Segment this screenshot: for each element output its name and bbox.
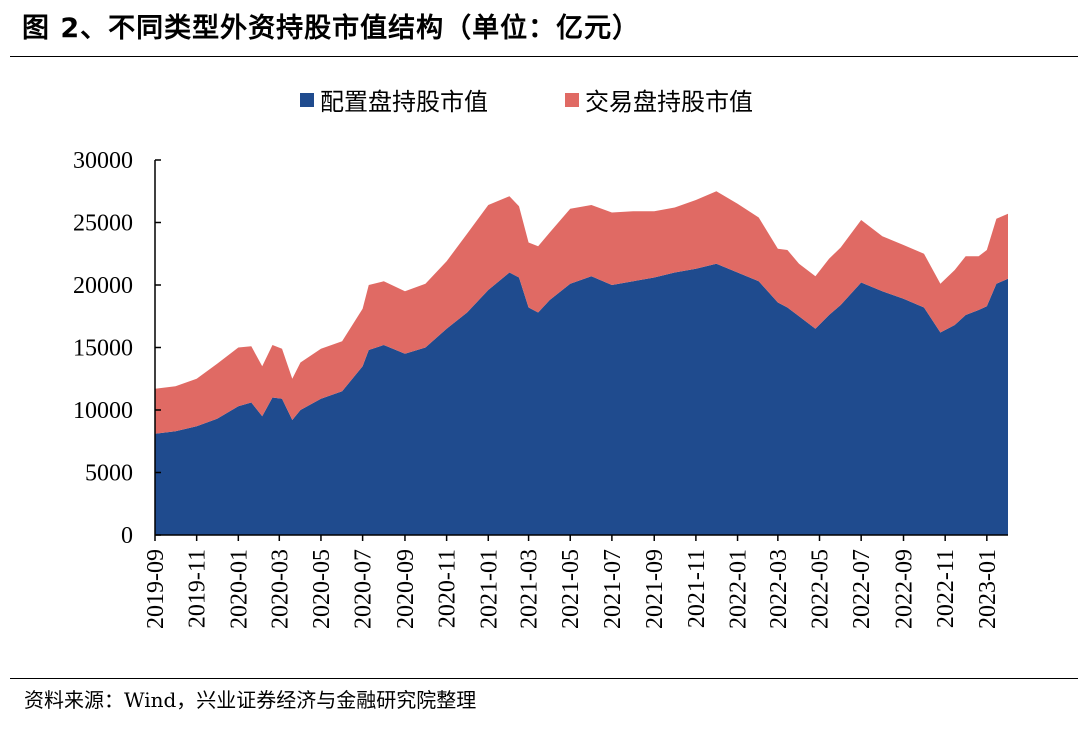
y-tick-label: 10000 xyxy=(73,398,133,424)
x-tick-label: 2020-07 xyxy=(351,549,377,629)
legend-swatch-2 xyxy=(565,93,579,107)
figure-title: 图 2、不同类型外资持股市值结构（单位：亿元） xyxy=(22,13,641,44)
x-tick-label: 2020-09 xyxy=(393,549,419,629)
y-tick-label: 30000 xyxy=(73,148,133,174)
x-tick-label: 2022-05 xyxy=(808,549,834,629)
stacked-area-chart: 0 5000 10000 15000 20000 25000 30000 2019-09 201… xyxy=(73,88,1008,629)
x-tick-label: 2022-11 xyxy=(933,549,959,628)
y-tick-label: 25000 xyxy=(73,211,133,237)
x-tick-label: 2022-07 xyxy=(849,549,875,629)
chart-axes: 0 5000 10000 15000 20000 25000 30000 2019-09 201… xyxy=(73,148,1008,629)
x-tick-label: 2021-09 xyxy=(642,549,668,629)
bottom-rule xyxy=(10,678,1078,679)
x-tick-label: 2021-03 xyxy=(517,549,543,629)
x-tick-label: 2020-03 xyxy=(267,549,293,629)
x-tick-label: 2020-11 xyxy=(435,549,461,628)
y-tick-label: 5000 xyxy=(85,461,133,487)
area-series-1 xyxy=(155,263,1008,535)
y-tick-label: 0 xyxy=(121,523,133,549)
chart-legend: 配置盘持股市值 交易盘持股市值 xyxy=(300,88,753,116)
x-tick-label: 2019-11 xyxy=(185,549,211,628)
x-tick-label: 2023-01 xyxy=(975,549,1001,629)
y-tick-label: 20000 xyxy=(73,273,133,299)
x-tick-label: 2022-09 xyxy=(892,549,918,629)
x-tick-label: 2021-11 xyxy=(684,549,710,628)
x-tick-label: 2022-01 xyxy=(726,549,752,629)
x-tick-label: 2020-05 xyxy=(309,549,335,629)
legend-label-1: 配置盘持股市值 xyxy=(320,88,488,116)
x-tick-label: 2022-03 xyxy=(766,549,792,629)
y-tick-label: 15000 xyxy=(73,336,133,362)
area-series-2 xyxy=(155,191,1008,434)
x-tick-label: 2020-01 xyxy=(226,549,252,629)
top-rule xyxy=(10,56,1078,57)
chart-areas xyxy=(155,191,1008,535)
legend-swatch-1 xyxy=(300,93,314,107)
x-tick-label: 2021-01 xyxy=(476,549,502,629)
x-tick-label: 2019-09 xyxy=(143,549,169,629)
x-tick-label: 2021-05 xyxy=(558,549,584,629)
source-note: 资料来源：Wind，兴业证券经济与金融研究院整理 xyxy=(24,688,477,712)
x-tick-label: 2021-07 xyxy=(600,549,626,629)
legend-label-2: 交易盘持股市值 xyxy=(585,88,753,116)
